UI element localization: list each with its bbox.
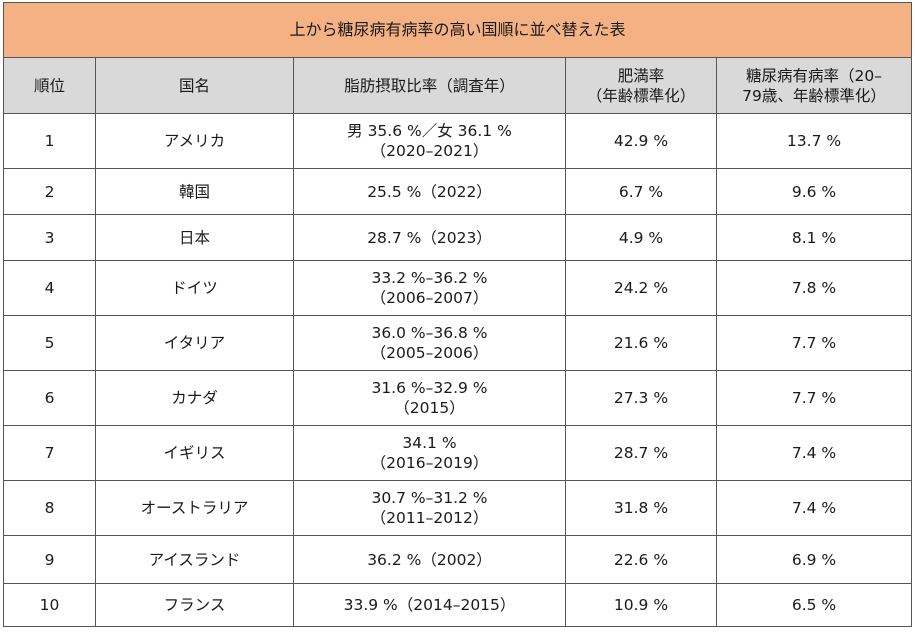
cell-obesity: 10.9 % bbox=[565, 583, 717, 627]
cell-country: アメリカ bbox=[95, 113, 294, 169]
table-row: 10 フランス 33.9 %（2014–2015） 10.9 % 6.5 % bbox=[3, 583, 913, 627]
fat-intake-value: 36.2 %（2002） bbox=[367, 550, 492, 569]
header-row: 順位 国名 脂肪摂取比率（調査年） 肥満率 （年齢標準化） 糖尿病有病率（20–… bbox=[3, 57, 913, 114]
cell-rank: 10 bbox=[3, 583, 96, 627]
cell-diabetes: 13.7 % bbox=[715, 113, 913, 169]
table-caption-row: 上から糖尿病有病率の高い国順に並べ替えた表 bbox=[2, 2, 913, 58]
cell-fat-intake: 36.0 %–36.8 % （2005–2006） bbox=[293, 315, 566, 371]
header-obesity-line2: （年齢標準化） bbox=[586, 86, 696, 105]
table-body: 1 アメリカ男 35.6 %／女 36.1 % （2020–2021） 42.9 % 1… bbox=[3, 113, 913, 627]
cell-diabetes: 9.6 % bbox=[715, 168, 913, 215]
cell-fat-intake: 男 35.6 %／女 36.1 % （2020–2021） bbox=[293, 113, 566, 169]
cell-diabetes: 7.4 % bbox=[715, 480, 913, 536]
fat-intake-survey-year: （2020–2021） bbox=[370, 142, 489, 160]
cell-rank: 8 bbox=[3, 480, 96, 536]
cell-obesity: 4.9 % bbox=[565, 214, 717, 261]
fat-intake-survey-year: （2016–2019） bbox=[370, 454, 489, 472]
cell-obesity: 27.3 % bbox=[565, 370, 717, 426]
cell-obesity: 24.2 % bbox=[565, 260, 717, 316]
cell-country: 日本 bbox=[95, 214, 294, 261]
cell-country: フランス bbox=[95, 583, 294, 627]
fat-intake-survey-year: （2011–2012） bbox=[370, 509, 489, 527]
cell-diabetes: 7.4 % bbox=[715, 425, 913, 481]
header-diabetes-line1: 糖尿病有病率（20– bbox=[746, 66, 882, 85]
cell-obesity: 22.6 % bbox=[565, 535, 717, 584]
header-diabetes: 糖尿病有病率（20– 79歳、年齢標準化） bbox=[715, 57, 913, 114]
cell-fat-intake: 25.5 %（2022） bbox=[293, 168, 566, 215]
fat-intake-value: 33.2 %–36.2 % bbox=[371, 269, 488, 287]
cell-rank: 5 bbox=[3, 315, 96, 371]
table-row: 7 イギリス 34.1 % （2016–2019） 28.7 % 7.4 % bbox=[3, 425, 913, 481]
cell-country: ドイツ bbox=[95, 260, 294, 316]
cell-fat-intake: 33.2 %–36.2 % （2006–2007） bbox=[293, 260, 566, 316]
cell-country: カナダ bbox=[95, 370, 294, 426]
cell-diabetes: 6.5 % bbox=[715, 583, 913, 627]
cell-country: オーストラリア bbox=[95, 480, 294, 536]
cell-obesity: 6.7 % bbox=[565, 168, 717, 215]
cell-obesity: 28.7 % bbox=[565, 425, 717, 481]
fat-intake-value: 33.9 %（2014–2015） bbox=[343, 596, 516, 614]
cell-rank: 4 bbox=[3, 260, 96, 316]
table-container: 上から糖尿病有病率の高い国順に並べ替えた表 順位 国名 脂肪摂取比率（調査年） … bbox=[2, 2, 913, 627]
fat-intake-survey-year: （2006–2007） bbox=[370, 289, 489, 307]
cell-rank: 1 bbox=[3, 113, 96, 169]
fat-intake-survey-year: （2005–2006） bbox=[370, 344, 489, 362]
cell-fat-intake: 33.9 %（2014–2015） bbox=[293, 583, 566, 627]
cell-rank: 6 bbox=[3, 370, 96, 426]
table-row: 2 韓国 25.5 %（2022） 6.7 % 9.6 % bbox=[3, 168, 913, 215]
header-obesity-line1: 肥満率 bbox=[617, 66, 665, 85]
header-rank: 順位 bbox=[3, 57, 96, 114]
cell-rank: 7 bbox=[3, 425, 96, 481]
cell-fat-intake: 28.7 %（2023） bbox=[293, 214, 566, 261]
table-row: 8 オーストラリア 30.7 %–31.2 % （2011–2012） 31.8 % 7.… bbox=[3, 480, 913, 536]
fat-intake-value: 28.7 %（2023） bbox=[367, 228, 492, 247]
cell-country: イギリス bbox=[95, 425, 294, 481]
header-obesity: 肥満率 （年齢標準化） bbox=[565, 57, 717, 114]
cell-country: アイスランド bbox=[95, 535, 294, 584]
cell-diabetes: 6.9 % bbox=[715, 535, 913, 584]
cell-country: イタリア bbox=[95, 315, 294, 371]
diabetes-ranking-table: 上から糖尿病有病率の高い国順に並べ替えた表 順位 国名 脂肪摂取比率（調査年） … bbox=[2, 2, 913, 627]
table-row: 4 ドイツ 33.2 %–36.2 % （2006–2007） 24.2 % 7.8 % bbox=[3, 260, 913, 316]
table-row: 6 カナダ 31.6 %–32.9 % （2015） 27.3 % 7.7 % bbox=[3, 370, 913, 426]
cell-rank: 3 bbox=[3, 214, 96, 261]
fat-intake-survey-year: （2015） bbox=[394, 399, 465, 417]
fat-intake-value: 34.1 % bbox=[402, 434, 457, 452]
table-row: 5 イタリア 36.0 %–36.8 % （2005–2006） 21.6 % 7.7 % bbox=[3, 315, 913, 371]
cell-rank: 9 bbox=[3, 535, 96, 584]
header-fat-intake: 脂肪摂取比率（調査年） bbox=[293, 57, 566, 114]
table-row: 3 日本 28.7 %（2023） 4.9 % 8.1 % bbox=[3, 214, 913, 261]
cell-fat-intake: 34.1 % （2016–2019） bbox=[293, 425, 566, 481]
fat-intake-value: 男 35.6 %／女 36.1 % bbox=[347, 122, 512, 140]
table-caption: 上から糖尿病有病率の高い国順に並べ替えた表 bbox=[2, 2, 913, 58]
fat-intake-value: 25.5 %（2022） bbox=[367, 182, 492, 201]
fat-intake-value: 30.7 %–31.2 % bbox=[371, 489, 488, 507]
cell-obesity: 42.9 % bbox=[565, 113, 717, 169]
cell-country: 韓国 bbox=[95, 168, 294, 215]
cell-fat-intake: 30.7 %–31.2 % （2011–2012） bbox=[293, 480, 566, 536]
fat-intake-value: 31.6 %–32.9 % bbox=[371, 379, 488, 397]
cell-diabetes: 7.7 % bbox=[715, 315, 913, 371]
cell-rank: 2 bbox=[3, 168, 96, 215]
cell-obesity: 31.8 % bbox=[565, 480, 717, 536]
cell-diabetes: 7.7 % bbox=[715, 370, 913, 426]
cell-diabetes: 8.1 % bbox=[715, 214, 913, 261]
header-diabetes-line2: 79歳、年齢標準化） bbox=[742, 86, 886, 105]
fat-intake-value: 36.0 %–36.8 % bbox=[371, 324, 488, 342]
table-row: 1 アメリカ 男 35.6 %／女 36.1 % （2020–2021） 42.9 % 1… bbox=[3, 113, 913, 169]
cell-obesity: 21.6 % bbox=[565, 315, 717, 371]
table-row: 9 アイスランド 36.2 %（2002） 22.6 % 6.9 % bbox=[3, 535, 913, 584]
cell-fat-intake: 36.2 %（2002） bbox=[293, 535, 566, 584]
cell-diabetes: 7.8 % bbox=[715, 260, 913, 316]
cell-fat-intake: 31.6 %–32.9 % （2015） bbox=[293, 370, 566, 426]
header-country: 国名 bbox=[95, 57, 294, 114]
